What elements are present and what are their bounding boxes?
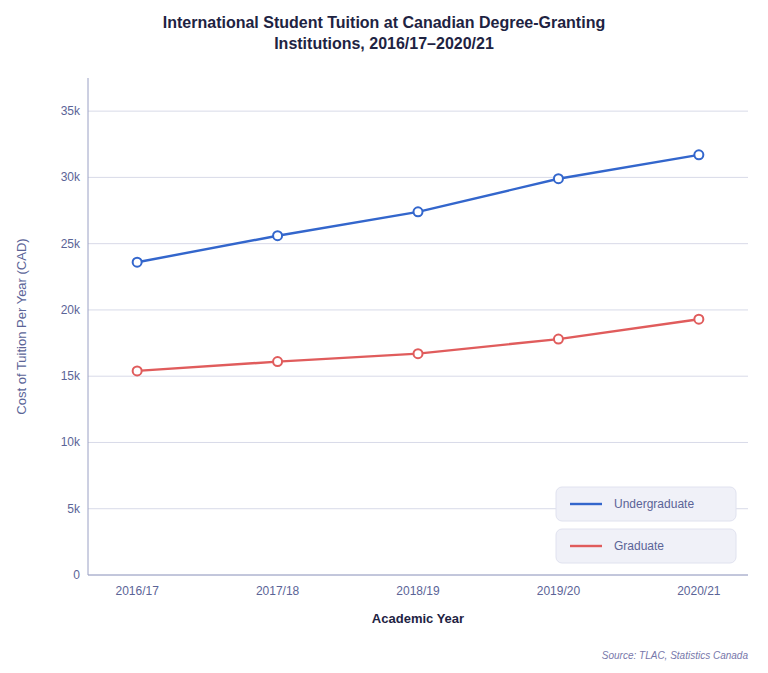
legend: Undergraduate Graduate	[556, 487, 736, 563]
grid-line	[88, 309, 748, 310]
point	[273, 231, 282, 240]
x-tick-label: 2019/20	[537, 584, 581, 598]
grid-line	[88, 376, 748, 377]
y-tick-label: 25k	[61, 237, 81, 251]
point	[554, 174, 563, 183]
y-tick-label: 35k	[61, 104, 81, 118]
grid-line	[88, 111, 748, 112]
point	[273, 357, 282, 366]
chart-container: International Student Tuition at Canadia…	[0, 0, 768, 673]
y-ticks: 0 5k 10k 15k 20k 25k 30k 35k	[61, 104, 81, 582]
point	[694, 315, 703, 324]
legend-swatch	[570, 545, 602, 547]
background	[0, 0, 768, 673]
y-tick-label: 10k	[61, 435, 81, 449]
x-ticks: 2016/17 2017/18 2018/19 2019/20 2020/21	[115, 584, 720, 598]
x-tick-label: 2016/17	[115, 584, 159, 598]
chart: International Student Tuition at Canadia…	[0, 0, 768, 673]
point	[694, 150, 703, 159]
series-line	[137, 319, 699, 371]
annotation: Source: TLAC, Statistics Canada	[602, 650, 749, 661]
legend-label: Undergraduate	[614, 497, 694, 511]
plot-area	[133, 150, 704, 375]
x-tick-label: 2020/21	[677, 584, 721, 598]
title: International Student Tuition at Canadia…	[163, 14, 605, 52]
title-line: Institutions, 2016/17–2020/21	[274, 35, 494, 52]
y-tick-label: 0	[73, 568, 80, 582]
legend-box	[556, 487, 736, 521]
series	[133, 315, 704, 376]
title-line: International Student Tuition at Canadia…	[163, 14, 605, 31]
y-axis-label: Cost of Tuition Per Year (CAD)	[14, 238, 29, 414]
series	[133, 150, 704, 266]
y-tick-label: 5k	[67, 502, 81, 516]
point	[414, 207, 423, 216]
point	[133, 258, 142, 267]
x-tick-label: 2018/19	[396, 584, 440, 598]
y-tick-label: 30k	[61, 170, 81, 184]
legend-box	[556, 529, 736, 563]
point	[133, 366, 142, 375]
y-tick-label: 15k	[61, 369, 81, 383]
y-tick-label: 20k	[61, 303, 81, 317]
x-tick-label: 2017/18	[256, 584, 300, 598]
grid-line	[88, 575, 748, 576]
legend-label: Graduate	[614, 539, 664, 553]
grid-line	[88, 442, 748, 443]
point	[414, 349, 423, 358]
x-axis-label: Academic Year	[372, 611, 464, 626]
y-axis-line	[88, 78, 89, 575]
point	[554, 335, 563, 344]
grid-line	[88, 243, 748, 244]
series-line	[137, 155, 699, 262]
legend-swatch	[570, 503, 602, 505]
x-axis-line	[88, 575, 748, 576]
grid	[88, 111, 748, 575]
grid-line	[88, 177, 748, 178]
